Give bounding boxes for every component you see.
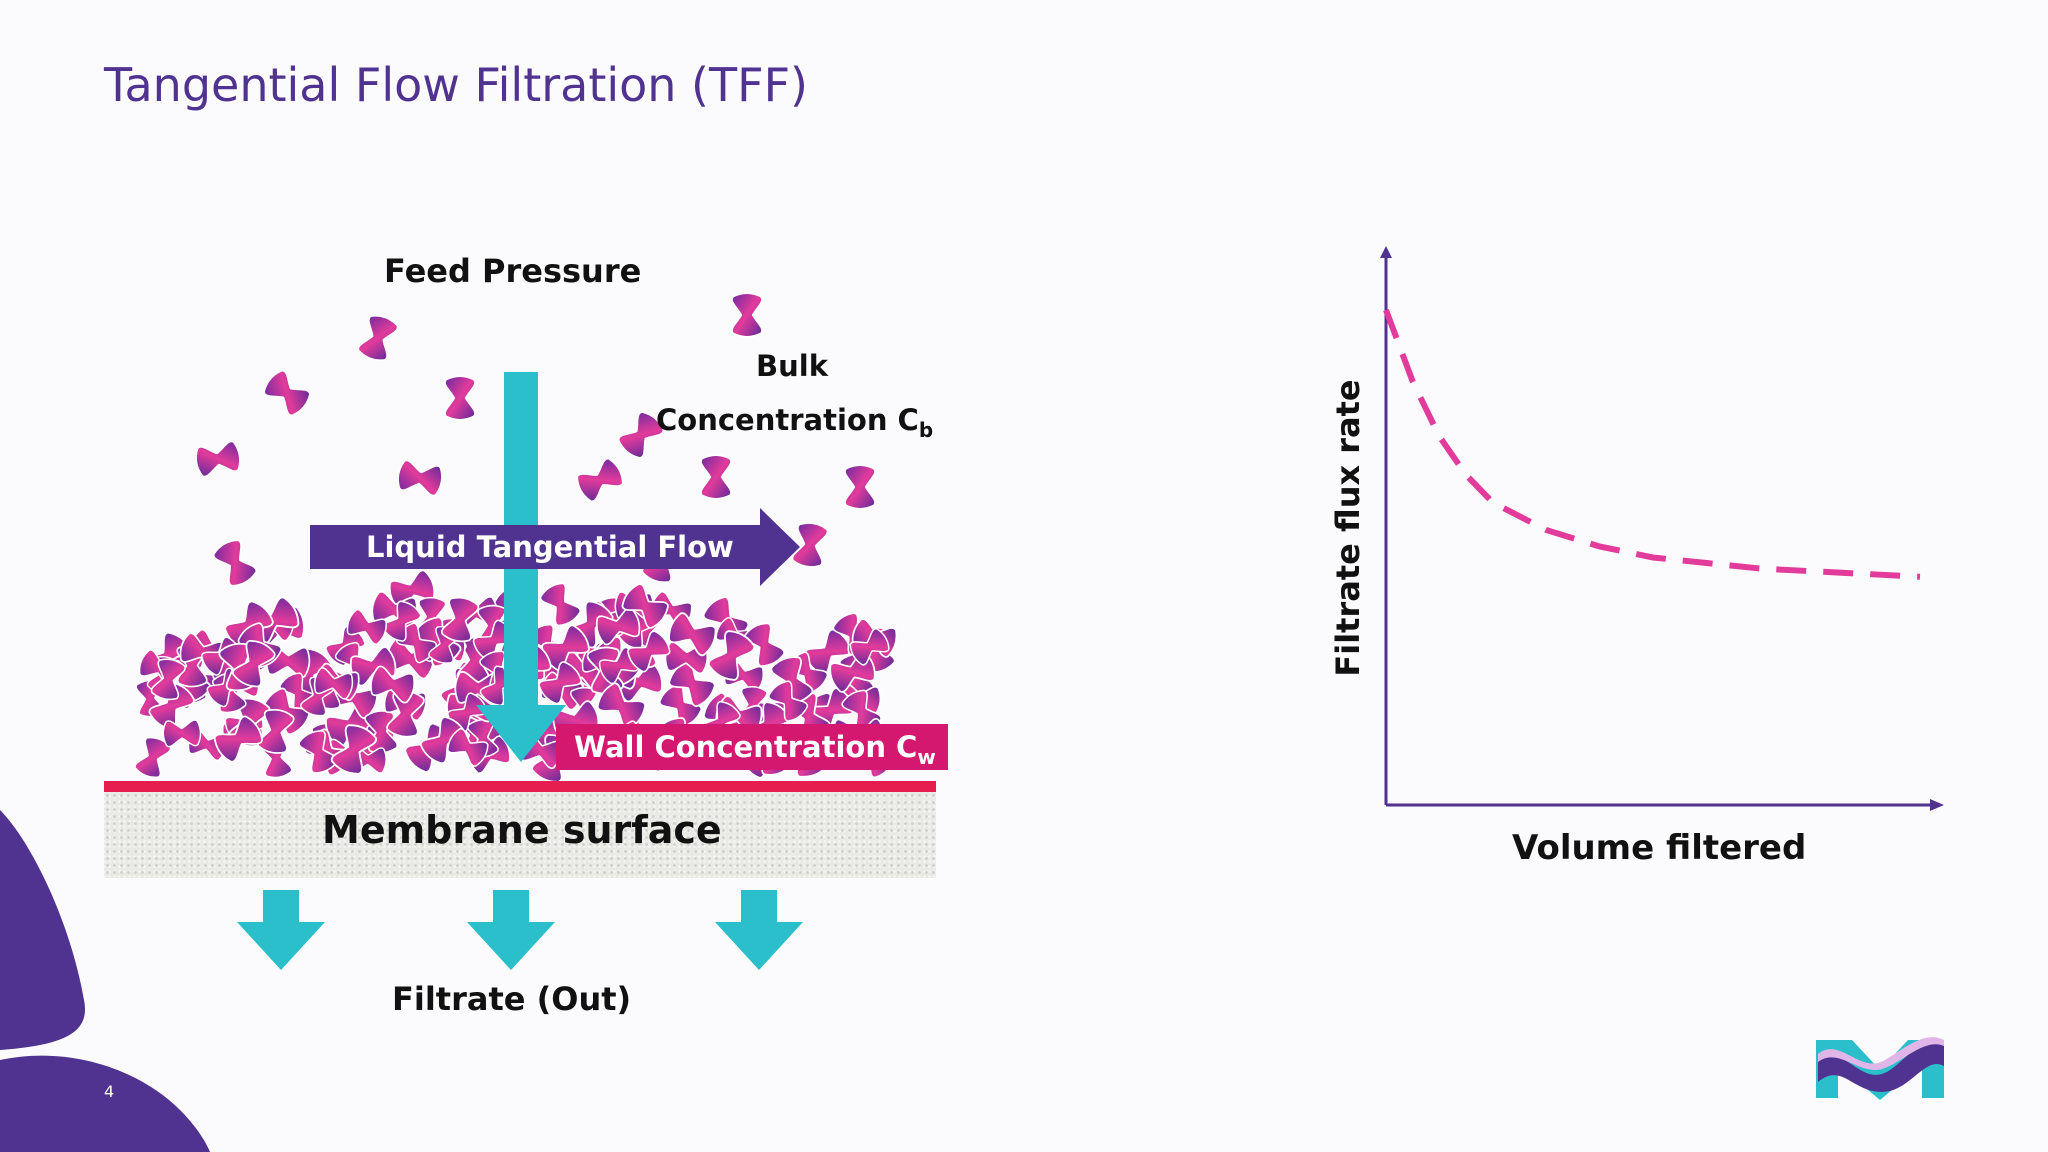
molecule-icon	[668, 612, 717, 657]
molecule-icon	[232, 640, 276, 688]
molecule-icon	[446, 728, 489, 767]
down-arrow-icon	[715, 890, 803, 970]
molecule-icon	[397, 459, 443, 497]
molecule-icon	[162, 719, 202, 748]
molecule-icon	[150, 658, 186, 701]
molecule-icon	[263, 369, 311, 417]
molecule-icon	[791, 522, 829, 568]
molecule-icon	[212, 539, 258, 587]
membrane-surface-label: Membrane surface	[322, 808, 722, 852]
molecule-icon	[257, 708, 295, 754]
molecule-icon	[538, 661, 582, 705]
molecule-icon	[539, 582, 581, 627]
molecule-icon	[596, 682, 647, 730]
molecule-icon	[381, 600, 422, 642]
molecule-icon	[576, 457, 624, 503]
tangential-flow-label: Liquid Tangential Flow	[366, 530, 734, 564]
bulk-concentration-label: Concentration Cb	[656, 403, 933, 442]
molecule-icon	[768, 680, 809, 722]
molecule-icon	[370, 665, 416, 704]
flux-curve	[1383, 308, 1921, 580]
molecule-icon	[444, 375, 476, 421]
molecule-icon	[707, 630, 756, 681]
feed-pressure-label: Feed Pressure	[384, 252, 642, 290]
bulk-concentration-text: Concentration C	[656, 403, 919, 437]
molecule-icon	[621, 583, 669, 629]
down-arrow-icon	[237, 890, 325, 970]
wall-line	[104, 781, 936, 792]
molecule-icon	[844, 464, 876, 510]
down-arrow-icon	[467, 890, 555, 970]
molecule-icon	[330, 724, 377, 775]
membrane	[104, 792, 936, 878]
slide-title: Tangential Flow Filtration (TFF)	[104, 58, 808, 112]
molecule-icon	[195, 440, 241, 478]
molecule-icon	[617, 411, 665, 459]
molecule-icon	[346, 608, 387, 645]
page-number: 4	[104, 1082, 115, 1101]
wall-concentration-text: Wall Concentration C	[574, 730, 918, 764]
x-axis-arrow-icon	[1930, 799, 1944, 811]
molecule-icon	[396, 622, 438, 664]
wall-concentration-subscript: w	[917, 744, 936, 769]
molecule-icon	[731, 292, 763, 338]
filtrate-out-label: Filtrate (Out)	[392, 980, 632, 1018]
wall-concentration-label: Wall Concentration Cw	[556, 724, 948, 770]
molecule-icon	[849, 628, 890, 666]
y-axis-arrow-icon	[1380, 246, 1392, 258]
molecule-icon	[386, 690, 425, 738]
bulk-label: Bulk	[756, 349, 828, 383]
chart-xlabel: Volume filtered	[1512, 828, 1807, 868]
molecule-icon	[313, 667, 354, 700]
molecule-icon	[357, 314, 399, 362]
molecule-icon	[595, 607, 641, 646]
molecule-icon	[213, 715, 264, 763]
molecule-icon	[700, 454, 732, 500]
molecule-icon	[349, 646, 397, 687]
molecule-icon	[440, 596, 480, 643]
molecule-icon	[743, 622, 785, 667]
bulk-concentration-subscript: b	[918, 417, 934, 442]
molecule-icon	[627, 630, 671, 673]
